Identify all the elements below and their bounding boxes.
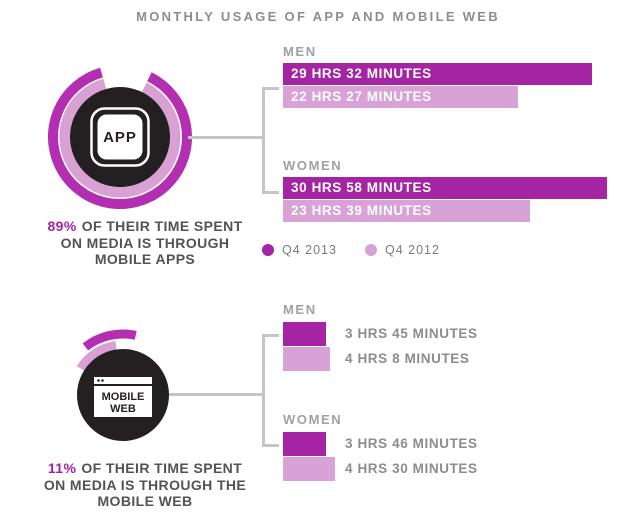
app-progress-arc-q4-2012 (59, 78, 181, 198)
browser-dot-1 (97, 379, 100, 382)
legend-label-q4-2013: Q4 2013 (282, 243, 337, 257)
bar-web-men-q4-2013 (283, 322, 326, 346)
app-bracket-stub-bottom (262, 191, 279, 194)
app-group-label-women: WOMEN (283, 158, 343, 173)
mobile-web-icon-label-line2: WEB (110, 403, 136, 415)
app-caption-percent: 89% (47, 218, 77, 234)
app-icon: APP (45, 62, 195, 212)
web-group-label-men: MEN (283, 302, 317, 317)
web-caption-line1: 11% OF THEIR TIME SPENT (15, 460, 275, 477)
bar-web-women-q4-2013-label: 3 HRS 46 MINUTES (345, 436, 478, 451)
app-caption-line3: MOBILE APPS (94, 251, 196, 267)
web-connector-line (169, 393, 263, 396)
app-bracket-vertical (262, 87, 265, 194)
app-button-outline (90, 107, 150, 167)
browser-window-titlebar (94, 377, 152, 384)
app-icon-svg: APP (48, 67, 192, 209)
mobile-web-icon: MOBILE WEB (48, 320, 198, 470)
web-bracket-stub-top (262, 334, 279, 337)
web-group-label-women: WOMEN (283, 412, 343, 427)
page-title: MONTHLY USAGE OF APP AND MOBILE WEB (136, 9, 500, 24)
bar-web-men-q4-2013-label: 3 HRS 45 MINUTES (345, 326, 478, 341)
bar-web-women-q4-2012-label: 4 HRS 30 MINUTES (345, 461, 478, 476)
bar-app-men-q4-2012-label: 22 HRS 27 MINUTES (291, 89, 432, 104)
legend-item-q4-2012: Q4 2012 (364, 243, 440, 257)
web-caption-line1-text: OF THEIR TIME SPENT (81, 460, 243, 476)
legend-label-q4-2012: Q4 2012 (384, 243, 440, 257)
legend: Q4 2013 Q4 2012 (262, 243, 440, 257)
app-caption: 89% OF THEIR TIME SPENT ON MEDIA IS THROU… (15, 218, 275, 268)
browser-window-body (94, 386, 152, 417)
legend-dot-q4-2013 (262, 244, 274, 256)
browser-dot-2 (101, 379, 104, 382)
app-group-label-men: MEN (283, 44, 317, 59)
app-progress-arc-q4-2013 (48, 67, 192, 209)
app-bracket-stub-top (262, 87, 279, 90)
mobile-web-caption: 11% OF THEIR TIME SPENT ON MEDIA IS THROU… (15, 460, 275, 510)
web-caption-percent: 11% (47, 460, 77, 476)
web-caption-line3: MOBILE WEB (97, 493, 193, 509)
bar-web-men-q4-2012 (283, 347, 330, 371)
app-caption-line2: ON MEDIA IS THROUGH (60, 234, 230, 251)
web-progress-arc-q4-2012 (76, 341, 117, 372)
legend-dot-q4-2012 (364, 244, 377, 256)
bar-app-women-q4-2012: 23 HRS 39 MINUTES (283, 200, 530, 222)
bar-app-women-q4-2012-label: 23 HRS 39 MINUTES (291, 203, 432, 218)
app-icon-label: APP (103, 129, 137, 146)
bar-app-women-q4-2013: 30 HRS 58 MINUTES (283, 177, 607, 199)
bar-app-women-q4-2013-label: 30 HRS 58 MINUTES (291, 180, 432, 195)
bar-app-men-q4-2012: 22 HRS 27 MINUTES (283, 86, 518, 108)
web-caption-line2: ON MEDIA IS THROUGH THE (43, 476, 247, 493)
bar-web-men-q4-2012-label: 4 HRS 8 MINUTES (345, 351, 470, 366)
mobile-web-icon-label-line1: MOBILE (102, 391, 145, 403)
mobile-web-icon-svg: MOBILE WEB (76, 329, 169, 441)
web-bracket-vertical (262, 334, 265, 447)
bar-app-men-q4-2013: 29 HRS 32 MINUTES (283, 63, 592, 85)
web-bracket-stub-bottom (262, 444, 279, 447)
legend-item-q4-2013: Q4 2013 (262, 243, 337, 257)
bar-app-men-q4-2013-label: 29 HRS 32 MINUTES (291, 66, 432, 81)
app-caption-line1: 89% OF THEIR TIME SPENT (15, 218, 275, 235)
bar-web-women-q4-2012 (283, 457, 335, 481)
web-progress-arc-q4-2013 (82, 329, 137, 351)
bar-web-women-q4-2013 (283, 432, 326, 456)
app-button-face (97, 114, 143, 160)
app-connector-line (188, 136, 263, 139)
app-caption-line1-text: OF THEIR TIME SPENT (81, 218, 243, 234)
